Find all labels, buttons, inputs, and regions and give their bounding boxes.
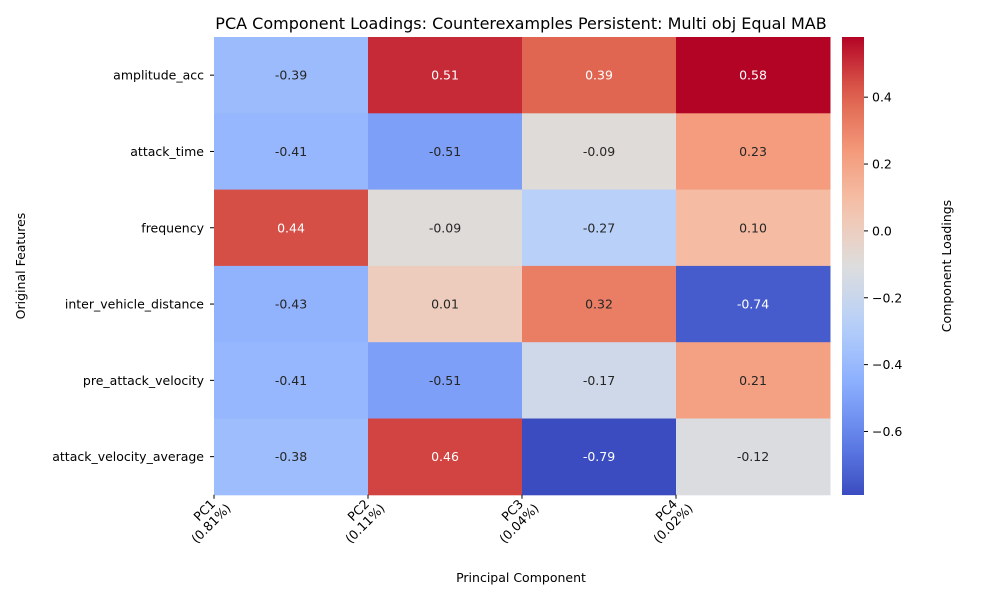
cell-value-label: -0.41 <box>275 373 307 388</box>
cell-value-label: 0.51 <box>431 68 459 83</box>
heatmap-cells <box>214 37 831 496</box>
colorbar-tick-label: 0.0 <box>872 223 892 238</box>
heatmap-cell <box>214 37 369 114</box>
colorbar-ticks: 0.4 0.2 0.0 −0.2 −0.4 −0.6 <box>864 90 902 439</box>
chart-title: PCA Component Loadings: Counterexamples … <box>215 14 826 33</box>
heatmap-cell <box>214 265 369 343</box>
heatmap-cell <box>214 113 369 191</box>
colorbar-tick-label: −0.2 <box>872 290 902 305</box>
heatmap-cell <box>676 418 831 496</box>
column-tick-label: PC3(0.04%) <box>496 496 542 546</box>
colorbar-tick-label: −0.6 <box>872 424 902 439</box>
row-tick-label: amplitude_acc <box>113 68 204 83</box>
cell-value-label: -0.51 <box>429 373 461 388</box>
colorbar-tick-label: −0.4 <box>872 357 902 372</box>
heatmap-cell <box>368 113 523 191</box>
heatmap-cell <box>676 37 831 114</box>
x-axis-label: Principal Component <box>456 570 586 585</box>
heatmap-cell <box>522 113 677 191</box>
colorbar-tick-label: 0.4 <box>872 90 892 105</box>
cell-value-label: -0.38 <box>275 449 307 464</box>
cell-value-label: 0.21 <box>739 373 767 388</box>
heatmap-cell <box>214 189 369 267</box>
row-tick-label: pre_attack_velocity <box>83 373 205 388</box>
column-tick-label: PC4(0.02%) <box>650 496 696 546</box>
heatmap-cell <box>676 113 831 191</box>
cell-value-label: -0.09 <box>429 220 461 235</box>
heatmap-cell <box>522 189 677 267</box>
y-axis-label: Original Features <box>13 213 28 320</box>
cell-value-label: -0.12 <box>737 449 769 464</box>
heatmap-cell <box>368 37 523 114</box>
cell-value-label: -0.39 <box>275 68 307 83</box>
heatmap-cell <box>214 418 369 496</box>
row-tick-labels: amplitude_acc attack_time frequency inter_v… <box>52 68 214 464</box>
column-tick-label: PC2(0.11%) <box>342 496 388 546</box>
cell-value-label: 0.32 <box>585 297 613 312</box>
cell-value-label: -0.74 <box>737 297 769 312</box>
cell-value-label: 0.01 <box>431 297 459 312</box>
colorbar-tick-label: 0.2 <box>872 157 892 172</box>
colorbar <box>842 37 864 495</box>
heatmap-cell <box>522 265 677 343</box>
heatmap-cell <box>368 342 523 419</box>
cell-value-label: 0.44 <box>277 220 305 235</box>
cell-value-label: -0.27 <box>583 220 615 235</box>
cell-value-label: -0.79 <box>583 449 615 464</box>
cell-value-label: 0.46 <box>431 449 459 464</box>
heatmap-cell <box>676 189 831 267</box>
colorbar-label: Component Loadings <box>939 200 954 332</box>
cell-value-label: 0.10 <box>739 220 767 235</box>
row-tick-label: frequency <box>141 220 204 235</box>
heatmap-cell-labels: -0.39 0.51 0.39 0.58 -0.41 -0.51 -0.09 0.23 0.44… <box>275 68 769 464</box>
row-tick-label: inter_vehicle_distance <box>65 297 204 312</box>
heatmap-cell <box>522 342 677 419</box>
row-tick-label: attack_time <box>130 144 204 159</box>
heatmap-cell <box>522 37 677 114</box>
heatmap-cell <box>522 418 677 496</box>
heatmap-cell <box>214 342 369 419</box>
heatmap-cell <box>368 265 523 343</box>
column-tick-labels: PC1(0.81%) PC2(0.11%) PC3(0.04%) PC4(0.02%) <box>188 494 696 546</box>
cell-value-label: -0.51 <box>429 144 461 159</box>
cell-value-label: -0.17 <box>583 373 615 388</box>
heatmap-cell <box>368 189 523 267</box>
cell-value-label: -0.09 <box>583 144 615 159</box>
cell-value-label: 0.23 <box>739 144 767 159</box>
heatmap-cell <box>368 418 523 496</box>
column-tick-label: PC1(0.81%) <box>188 496 234 546</box>
cell-value-label: 0.58 <box>739 68 767 83</box>
heatmap-cell <box>676 265 831 343</box>
cell-value-label: -0.41 <box>275 144 307 159</box>
cell-value-label: -0.43 <box>275 297 307 312</box>
heatmap-cell <box>676 342 831 419</box>
cell-value-label: 0.39 <box>585 68 613 83</box>
row-tick-label: attack_velocity_average <box>52 449 204 464</box>
